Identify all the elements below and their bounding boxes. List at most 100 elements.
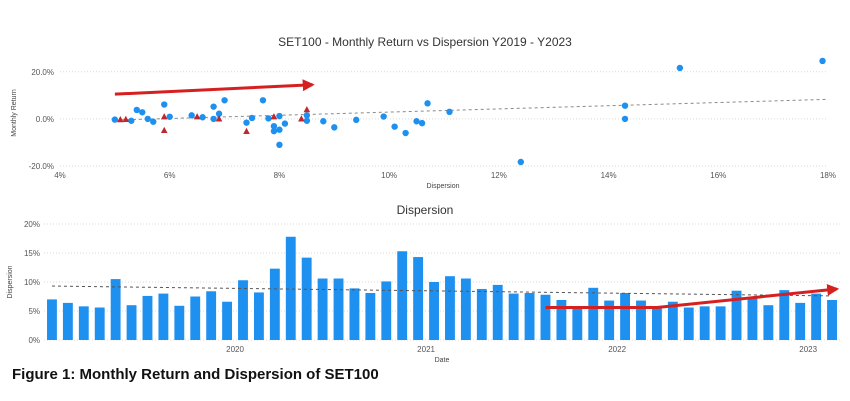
bar — [811, 293, 822, 340]
scatter-x-tick-label: 4% — [54, 171, 66, 180]
bar-y-tick-label: 10% — [24, 278, 40, 287]
scatter-y-tick-label: 20.0% — [31, 68, 54, 77]
scatter-point-circle — [133, 106, 140, 114]
scatter-x-tick-label: 12% — [491, 171, 507, 180]
scatter-point-circle — [144, 115, 151, 123]
scatter-point-circle — [331, 124, 338, 131]
scatter-point-circle — [303, 112, 311, 119]
scatter-point-circle — [128, 117, 135, 124]
bar-x-axis-label: Date — [435, 357, 450, 364]
bar — [365, 293, 376, 340]
bar — [445, 276, 455, 340]
bar — [94, 307, 105, 340]
scatter-point-circle — [188, 112, 195, 119]
bar — [285, 236, 296, 340]
scatter-point-triangle — [270, 113, 278, 120]
bar — [269, 268, 280, 340]
scatter-point-circle — [418, 119, 426, 127]
bar-y-axis-label: Dispersion — [7, 265, 14, 298]
scatter-point-triangle — [243, 127, 250, 134]
scatter-point-circle — [161, 101, 168, 108]
bar-y-tick-label: 0% — [28, 336, 40, 345]
scatter-point-circle — [210, 115, 217, 123]
bar — [110, 279, 121, 340]
bar — [429, 282, 439, 340]
scatter-point-circle — [276, 112, 283, 120]
bar — [460, 278, 471, 340]
bar-y-tick-label: 15% — [24, 249, 40, 258]
bar — [508, 293, 519, 340]
bar-chart: Dispersion 0% 5% 10% 15% 20% 2020 2021 2022 2023 D… — [7, 203, 840, 364]
figure-caption: Figure 1: Monthly Return and Dispersion … — [12, 366, 379, 383]
scatter-x-tick-label: 6% — [164, 171, 176, 180]
bar — [731, 290, 742, 340]
bar — [206, 291, 217, 340]
scatter-x-tick-label: 14% — [601, 171, 617, 180]
scatter-y-axis-label: Monthly Return — [11, 89, 18, 137]
bar — [620, 293, 631, 340]
bar — [413, 257, 424, 340]
bar — [349, 288, 360, 340]
scatter-x-tick-label: 16% — [710, 171, 726, 180]
bar — [556, 299, 567, 340]
bar — [78, 306, 89, 340]
scatter-point-circle — [150, 118, 157, 125]
bar — [667, 301, 678, 340]
scatter-point-circle — [276, 126, 283, 133]
bar — [381, 281, 392, 340]
bar — [126, 305, 137, 340]
bar — [699, 306, 710, 340]
bar — [636, 300, 646, 340]
bar — [779, 290, 790, 340]
scatter-point-triangle — [193, 113, 201, 120]
scatter-y-tick-label: -20.0% — [29, 162, 54, 171]
bar — [174, 305, 185, 340]
bar — [604, 300, 615, 340]
bar — [715, 306, 726, 340]
scatter-point-circle — [446, 108, 453, 116]
bar-x-tick-label: 2022 — [608, 345, 626, 354]
bar — [47, 299, 57, 340]
bar — [301, 257, 312, 340]
bar — [572, 306, 583, 340]
bar — [476, 288, 487, 340]
scatter-point-triangle — [215, 115, 223, 122]
bar-y-tick-label: 5% — [28, 307, 40, 316]
bar-trend-arrow — [545, 283, 840, 310]
scatter-point-circle — [111, 116, 119, 123]
scatter-point-circle — [270, 122, 278, 130]
scatter-point-circle — [221, 97, 228, 104]
scatter-point-circle — [621, 102, 629, 109]
scatter-point-circle — [276, 141, 283, 148]
bar — [317, 278, 328, 340]
bar-y-tick-label: 20% — [24, 220, 40, 229]
scatter-point-triangle — [160, 126, 168, 134]
scatter-point-circle — [320, 118, 327, 125]
scatter-point-circle — [621, 115, 629, 123]
scatter-point-circle — [248, 114, 256, 122]
scatter-point-circle — [215, 110, 223, 117]
bar — [540, 294, 551, 340]
bar-x-tick-label: 2023 — [799, 345, 817, 354]
bar — [827, 299, 837, 340]
scatter-x-tick-label: 18% — [820, 171, 836, 180]
bar — [795, 302, 806, 340]
bar — [588, 287, 599, 340]
scatter-x-tick-label: 10% — [381, 171, 397, 180]
bar — [238, 280, 248, 340]
scatter-point-circle — [424, 100, 431, 107]
scatter-point-circle — [166, 113, 173, 120]
scatter-point-circle — [199, 114, 206, 121]
scatter-point-triangle — [122, 115, 130, 122]
bar — [333, 278, 344, 340]
bar — [683, 307, 694, 340]
bar-x-tick-label: 2020 — [226, 345, 244, 354]
bar — [397, 251, 408, 340]
scatter-point-circle — [139, 109, 146, 116]
scatter-point-triangle — [117, 115, 124, 123]
bar — [62, 302, 73, 340]
scatter-point-triangle — [160, 113, 168, 120]
bar-x-tick-label: 2021 — [417, 345, 435, 354]
scatter-trend-arrow — [114, 79, 315, 96]
